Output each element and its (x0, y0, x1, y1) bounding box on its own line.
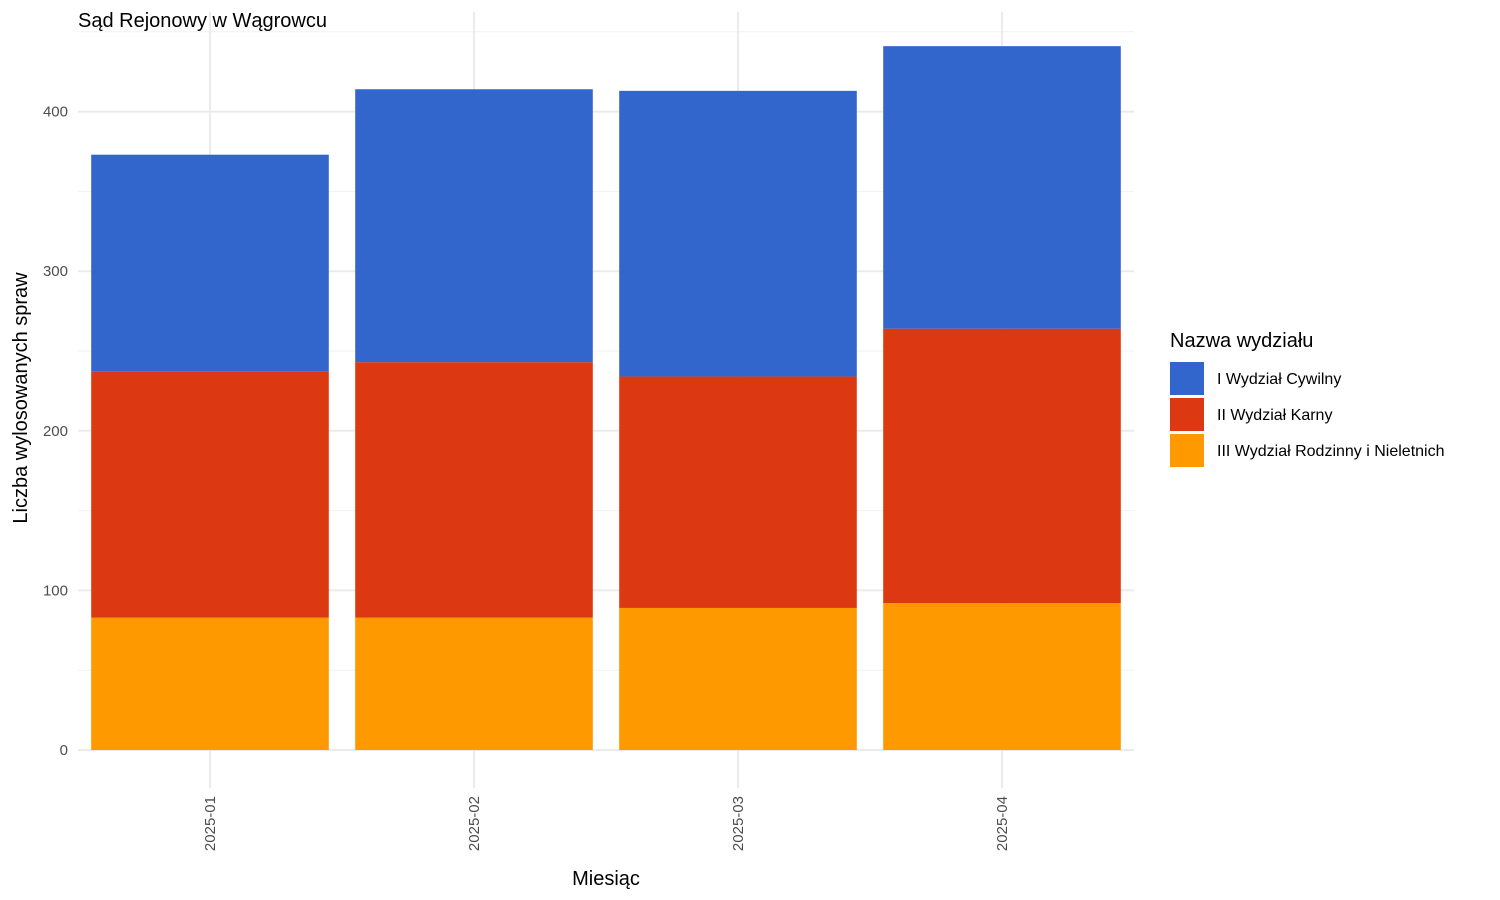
y-tick-label: 0 (60, 742, 68, 759)
y-axis-title: Liczba wylosowanych spraw (10, 272, 32, 524)
legend-label: II Wydział Karny (1217, 407, 1332, 424)
y-axis-ticks: 0 100 200 300 400 (43, 104, 68, 759)
legend-items: I Wydział Cywilny II Wydział Karny III Wyd… (1170, 362, 1445, 467)
bar-segment (91, 371, 329, 618)
legend-label: III Wydział Rodzinny i Nieletnich (1217, 443, 1445, 460)
y-tick-label: 400 (43, 104, 68, 121)
bar-segment (355, 89, 593, 363)
bar-segment (619, 90, 857, 377)
bar-segment (91, 154, 329, 372)
bar-segment (355, 617, 593, 750)
bars (91, 46, 1121, 750)
bar-segment (91, 617, 329, 750)
x-tick-label: 2025-01 (202, 796, 219, 851)
x-tick-label: 2025-04 (994, 796, 1011, 851)
x-tick-label: 2025-02 (466, 796, 483, 851)
x-axis-title: Miesiąc (572, 868, 640, 890)
bar-segment (355, 362, 593, 618)
y-tick-label: 100 (43, 582, 68, 599)
y-tick-label: 200 (43, 423, 68, 440)
bar-segment (883, 328, 1121, 604)
legend-title: Nazwa wydziału (1170, 330, 1313, 352)
chart-title: Sąd Rejonowy w Wągrowcu (78, 10, 327, 32)
bar-segment (883, 46, 1121, 329)
x-axis-ticks: 2025-01 2025-02 2025-03 2025-04 (202, 796, 1011, 851)
legend: Nazwa wydziału I Wydział Cywilny II Wydzi… (1170, 330, 1445, 467)
legend-swatch (1170, 434, 1204, 467)
bar-segment (619, 376, 857, 608)
legend-swatch (1170, 362, 1204, 395)
x-tick-label: 2025-03 (730, 796, 747, 851)
y-tick-label: 300 (43, 263, 68, 280)
bar-segment (883, 603, 1121, 750)
legend-swatch (1170, 398, 1204, 431)
bar-segment (619, 607, 857, 750)
legend-label: I Wydział Cywilny (1217, 371, 1341, 388)
